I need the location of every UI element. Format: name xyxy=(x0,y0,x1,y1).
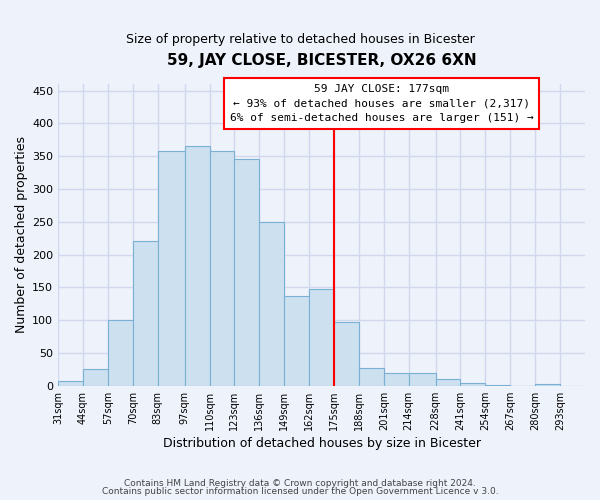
Bar xyxy=(334,322,359,386)
Bar xyxy=(460,382,485,386)
Bar xyxy=(309,288,334,386)
Bar xyxy=(108,320,133,386)
Y-axis label: Number of detached properties: Number of detached properties xyxy=(15,136,28,334)
Text: Size of property relative to detached houses in Bicester: Size of property relative to detached ho… xyxy=(125,32,475,46)
Bar xyxy=(58,380,83,386)
Bar xyxy=(485,384,510,386)
Text: 59 JAY CLOSE: 177sqm
← 93% of detached houses are smaller (2,317)
6% of semi-det: 59 JAY CLOSE: 177sqm ← 93% of detached h… xyxy=(230,84,534,124)
Bar xyxy=(436,380,460,386)
Bar xyxy=(384,372,409,386)
Bar xyxy=(259,222,284,386)
Bar xyxy=(158,151,185,386)
Bar xyxy=(409,372,436,386)
Bar xyxy=(284,296,309,386)
Bar xyxy=(209,151,235,386)
Bar xyxy=(185,146,209,386)
Bar xyxy=(83,370,108,386)
Title: 59, JAY CLOSE, BICESTER, OX26 6XN: 59, JAY CLOSE, BICESTER, OX26 6XN xyxy=(167,52,476,68)
X-axis label: Distribution of detached houses by size in Bicester: Distribution of detached houses by size … xyxy=(163,437,481,450)
Bar xyxy=(235,160,259,386)
Text: Contains HM Land Registry data © Crown copyright and database right 2024.: Contains HM Land Registry data © Crown c… xyxy=(124,478,476,488)
Bar xyxy=(359,368,384,386)
Text: Contains public sector information licensed under the Open Government Licence v : Contains public sector information licen… xyxy=(101,487,499,496)
Bar xyxy=(535,384,560,386)
Bar xyxy=(133,242,158,386)
